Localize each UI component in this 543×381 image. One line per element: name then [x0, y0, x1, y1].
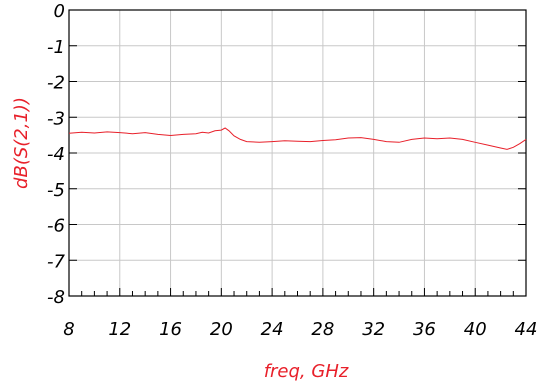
x-tick-label: 40 — [464, 319, 487, 340]
series-line-s21 — [68, 127, 527, 150]
x-tick-label: 24 — [261, 319, 284, 340]
x-tick-labels: 8 12 16 20 24 28 32 36 40 44 — [63, 319, 537, 340]
y-tick-label: -7 — [47, 251, 65, 272]
grid — [69, 10, 526, 296]
y-tick-label: -2 — [47, 73, 65, 94]
x-tick-label: 28 — [311, 319, 334, 340]
x-tick-label: 8 — [63, 319, 74, 340]
x-tick-label: 32 — [362, 319, 385, 340]
y-tick-label: 0 — [54, 1, 65, 22]
x-axis-title: freq, GHz — [264, 361, 349, 381]
x-tick-label: 36 — [413, 319, 436, 340]
x-tick-label: 44 — [515, 319, 538, 340]
y-tick-label: -1 — [47, 37, 65, 58]
minor-ticks — [68, 9, 527, 297]
x-tick-label: 20 — [210, 319, 233, 340]
y-tick-label: -3 — [47, 108, 65, 129]
y-tick-label: -4 — [47, 144, 65, 165]
x-tick-label: 12 — [108, 319, 131, 340]
y-tick-labels: 0 -1 -2 -3 -4 -5 -6 -7 -8 — [47, 1, 65, 308]
y-tick-label: -5 — [47, 180, 65, 201]
y-axis-title: dB(S(2,1)) — [11, 97, 32, 189]
y-tick-label: -8 — [47, 287, 65, 308]
y-tick-label: -6 — [47, 216, 65, 237]
x-tick-label: 16 — [159, 319, 182, 340]
